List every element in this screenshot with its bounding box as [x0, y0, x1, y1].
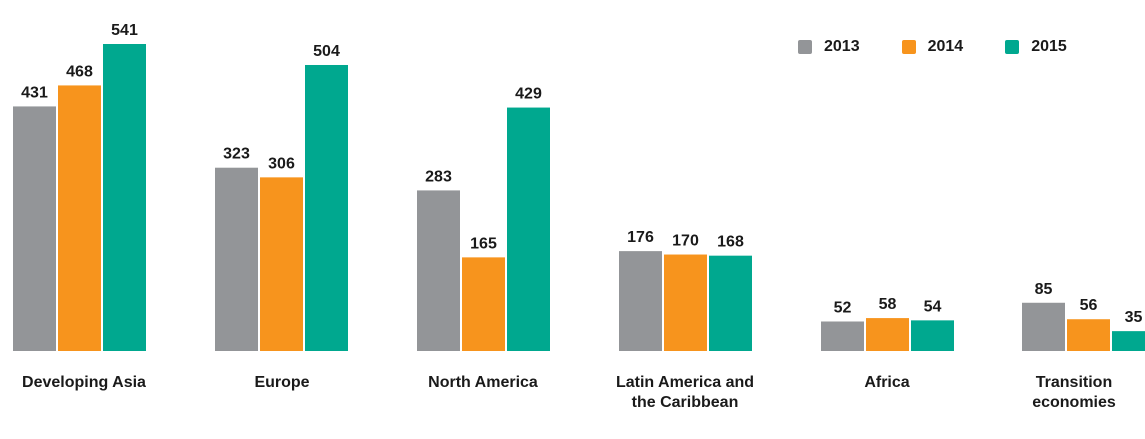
- bar-2015-4: [911, 320, 954, 351]
- bar-2014-2: [462, 257, 505, 351]
- bar-2013-3: [619, 251, 662, 351]
- legend-label-2014: 2014: [927, 38, 964, 55]
- data-label-2015-4: 54: [924, 298, 942, 315]
- category-label-3: Latin America and the Caribbean: [616, 374, 754, 411]
- data-label-2015-0: 541: [111, 22, 138, 39]
- category-label-line-5-0: Transition: [1036, 374, 1112, 391]
- data-label-2013-5: 85: [1035, 281, 1053, 298]
- bar-group-4: 52 58 54 Africa: [821, 296, 954, 391]
- bar-2014-1: [260, 177, 303, 351]
- data-label-2013-4: 52: [834, 299, 852, 316]
- category-label-line-1-0: Europe: [254, 374, 309, 391]
- bar-group-5: 85 56 35 Transition economies: [1022, 281, 1145, 411]
- bar-2014-5: [1067, 319, 1110, 351]
- bar-2014-0: [58, 85, 101, 351]
- legend-item-2015: 2015: [1005, 38, 1067, 56]
- bar-2013-4: [821, 321, 864, 351]
- bar-2013-0: [13, 106, 56, 351]
- bar-group-0: 431 468 541 Developing Asia: [13, 22, 146, 391]
- category-label-5: Transition economies: [1032, 374, 1116, 411]
- bar-2015-1: [305, 64, 348, 351]
- bar-2013-5: [1022, 302, 1065, 351]
- bar-2015-3: [709, 255, 752, 351]
- bar-group-2: 283 165 429 North America: [417, 86, 550, 391]
- bar-2013-1: [215, 167, 258, 351]
- category-label-2: North America: [428, 374, 538, 391]
- bar-2014-3: [664, 254, 707, 351]
- data-label-2015-1: 504: [313, 43, 340, 60]
- bar-2015-5: [1112, 331, 1145, 351]
- category-label-4: Africa: [864, 374, 909, 391]
- legend-swatch-2015: [1005, 40, 1020, 54]
- legend-item-2014: 2014: [901, 38, 964, 56]
- data-label-2013-3: 176: [627, 229, 654, 246]
- data-label-2014-0: 468: [66, 63, 93, 80]
- data-label-2015-5: 35: [1125, 309, 1143, 326]
- legend-label-2015: 2015: [1031, 38, 1067, 55]
- legend: 2013 2014 2015: [798, 38, 1067, 56]
- data-label-2013-2: 283: [425, 168, 452, 185]
- category-label-line-5-1: economies: [1032, 394, 1116, 411]
- category-label-line-4-0: Africa: [864, 374, 909, 391]
- data-label-2014-2: 165: [470, 235, 497, 252]
- legend-swatch-2014: [901, 40, 916, 54]
- bar-2015-0: [103, 44, 146, 351]
- data-label-2014-3: 170: [672, 233, 699, 250]
- data-label-2014-1: 306: [268, 155, 295, 172]
- legend-label-2013: 2013: [824, 38, 860, 55]
- bar-group-1: 323 306 504 Europe: [215, 43, 348, 391]
- category-label-line-2-0: North America: [428, 374, 538, 391]
- data-label-2015-3: 168: [717, 234, 744, 251]
- data-label-2014-5: 56: [1080, 297, 1098, 314]
- data-label-2013-0: 431: [21, 84, 48, 101]
- category-label-line-0-0: Developing Asia: [22, 374, 146, 391]
- bar-2014-4: [866, 318, 909, 351]
- data-label-2015-2: 429: [515, 86, 542, 103]
- category-label-line-3-1: the Caribbean: [632, 394, 739, 411]
- data-label-2014-4: 58: [879, 296, 897, 313]
- category-label-0: Developing Asia: [22, 374, 146, 391]
- bar-2015-2: [507, 107, 550, 352]
- data-label-2013-1: 323: [223, 146, 250, 163]
- bar-2013-2: [417, 190, 460, 351]
- bar-group-3: 176 170 168 Latin America and the Caribbean: [616, 229, 754, 411]
- category-label-line-3-0: Latin America and: [616, 374, 754, 391]
- legend-swatch-2013: [798, 40, 812, 54]
- legend-item-2013: 2013: [798, 38, 860, 56]
- category-label-1: Europe: [254, 374, 309, 391]
